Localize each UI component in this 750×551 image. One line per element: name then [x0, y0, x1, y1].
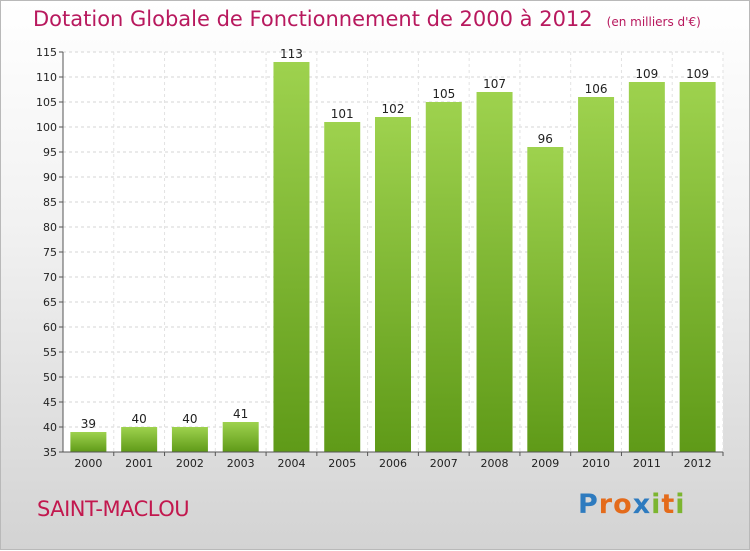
- bars: [70, 62, 716, 452]
- axes: [59, 51, 724, 456]
- x-tick-label: 2008: [481, 457, 509, 470]
- bar: [628, 82, 665, 452]
- x-tick-label: 2003: [227, 457, 255, 470]
- data-label: 105: [432, 87, 455, 101]
- data-label: 96: [538, 132, 553, 146]
- bar: [375, 117, 411, 452]
- unit-text: (en milliers d'€): [606, 15, 701, 29]
- labels: 35 40 45 50 55 60 65 70 75 80 85 90 95 100 105 110 115 20…: [36, 46, 712, 470]
- y-tick-label: 65: [43, 296, 57, 309]
- x-tick-label: 2002: [176, 457, 204, 470]
- y-tick-label: 90: [43, 171, 57, 184]
- y-tick-label: 80: [43, 221, 57, 234]
- y-tick-label: 60: [43, 321, 57, 334]
- y-tick-label: 70: [43, 271, 57, 284]
- logo-letter: i: [675, 489, 686, 520]
- x-tick-label: 2001: [125, 457, 153, 470]
- data-label: 101: [331, 107, 354, 121]
- chart-title: Dotation Globale de Fonctionnement de 20…: [33, 7, 701, 31]
- data-label: 102: [382, 102, 405, 116]
- data-label: 113: [280, 47, 303, 61]
- y-tick-label: 85: [43, 196, 57, 209]
- x-tick-label: 2012: [684, 457, 712, 470]
- y-tick-label: 35: [43, 446, 57, 459]
- commune-name: SAINT-MACLOU: [37, 497, 190, 521]
- y-tick-label: 55: [43, 346, 57, 359]
- data-label: 109: [635, 67, 658, 81]
- bar: [273, 62, 310, 452]
- y-tick-label: 40: [43, 421, 57, 434]
- x-tick-label: 2005: [328, 457, 356, 470]
- logo-letter: x: [632, 489, 652, 520]
- data-label: 40: [132, 412, 147, 426]
- bar: [578, 97, 615, 452]
- y-tick-label: 45: [43, 396, 57, 409]
- bar: [679, 82, 716, 452]
- y-tick-label: 115: [36, 46, 57, 59]
- y-tick-label: 105: [36, 96, 57, 109]
- logo-letter: t: [661, 489, 676, 520]
- logo-letter: o: [613, 489, 633, 520]
- logo-letter: r: [598, 489, 614, 520]
- bar: [476, 92, 513, 452]
- bar: [527, 147, 564, 452]
- bar: [324, 122, 361, 452]
- data-label: 40: [182, 412, 197, 426]
- bar: [171, 427, 208, 452]
- x-tick-label: 2009: [531, 457, 559, 470]
- data-label: 106: [585, 82, 608, 96]
- logo-letter: i: [651, 489, 662, 520]
- data-label: 39: [81, 417, 96, 431]
- x-tick-label: 2004: [277, 457, 305, 470]
- data-label: 109: [686, 67, 709, 81]
- x-tick-label: 2007: [430, 457, 458, 470]
- x-tick-label: 2000: [74, 457, 102, 470]
- bar: [70, 432, 107, 452]
- bar: [121, 427, 158, 452]
- x-tick-label: 2006: [379, 457, 407, 470]
- data-label: 41: [233, 407, 248, 421]
- y-tick-label: 110: [36, 71, 57, 84]
- y-tick-label: 95: [43, 146, 57, 159]
- y-tick-label: 50: [43, 371, 57, 384]
- y-tick-label: 75: [43, 246, 57, 259]
- bar: [222, 422, 259, 452]
- bar: [425, 102, 462, 452]
- proxiti-logo: Proxiti: [578, 489, 686, 520]
- data-label: 107: [483, 77, 506, 91]
- y-tick-label: 100: [36, 121, 57, 134]
- title-text: Dotation Globale de Fonctionnement de 20…: [33, 7, 593, 31]
- logo-letter: P: [578, 489, 599, 520]
- x-tick-label: 2010: [582, 457, 610, 470]
- x-tick-label: 2011: [633, 457, 661, 470]
